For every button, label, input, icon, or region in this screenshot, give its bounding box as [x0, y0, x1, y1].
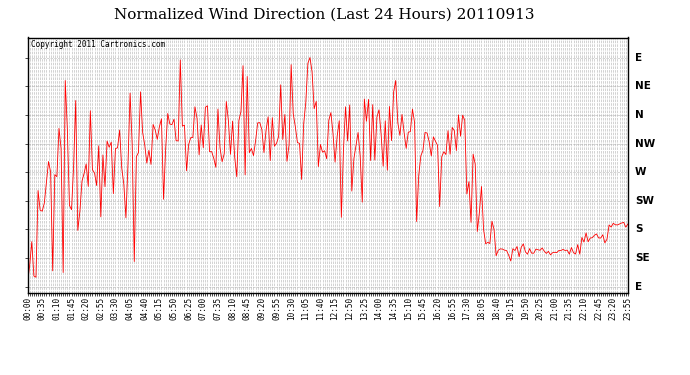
Text: NE: NE	[635, 81, 651, 91]
Text: SE: SE	[635, 253, 649, 263]
Text: S: S	[635, 225, 642, 234]
Text: SW: SW	[635, 196, 654, 206]
Text: Copyright 2011 Cartronics.com: Copyright 2011 Cartronics.com	[30, 40, 165, 49]
Text: E: E	[635, 53, 642, 63]
Text: Normalized Wind Direction (Last 24 Hours) 20110913: Normalized Wind Direction (Last 24 Hours…	[114, 8, 535, 21]
Text: W: W	[635, 167, 647, 177]
Text: N: N	[635, 110, 644, 120]
Text: E: E	[635, 282, 642, 292]
Text: NW: NW	[635, 138, 655, 148]
